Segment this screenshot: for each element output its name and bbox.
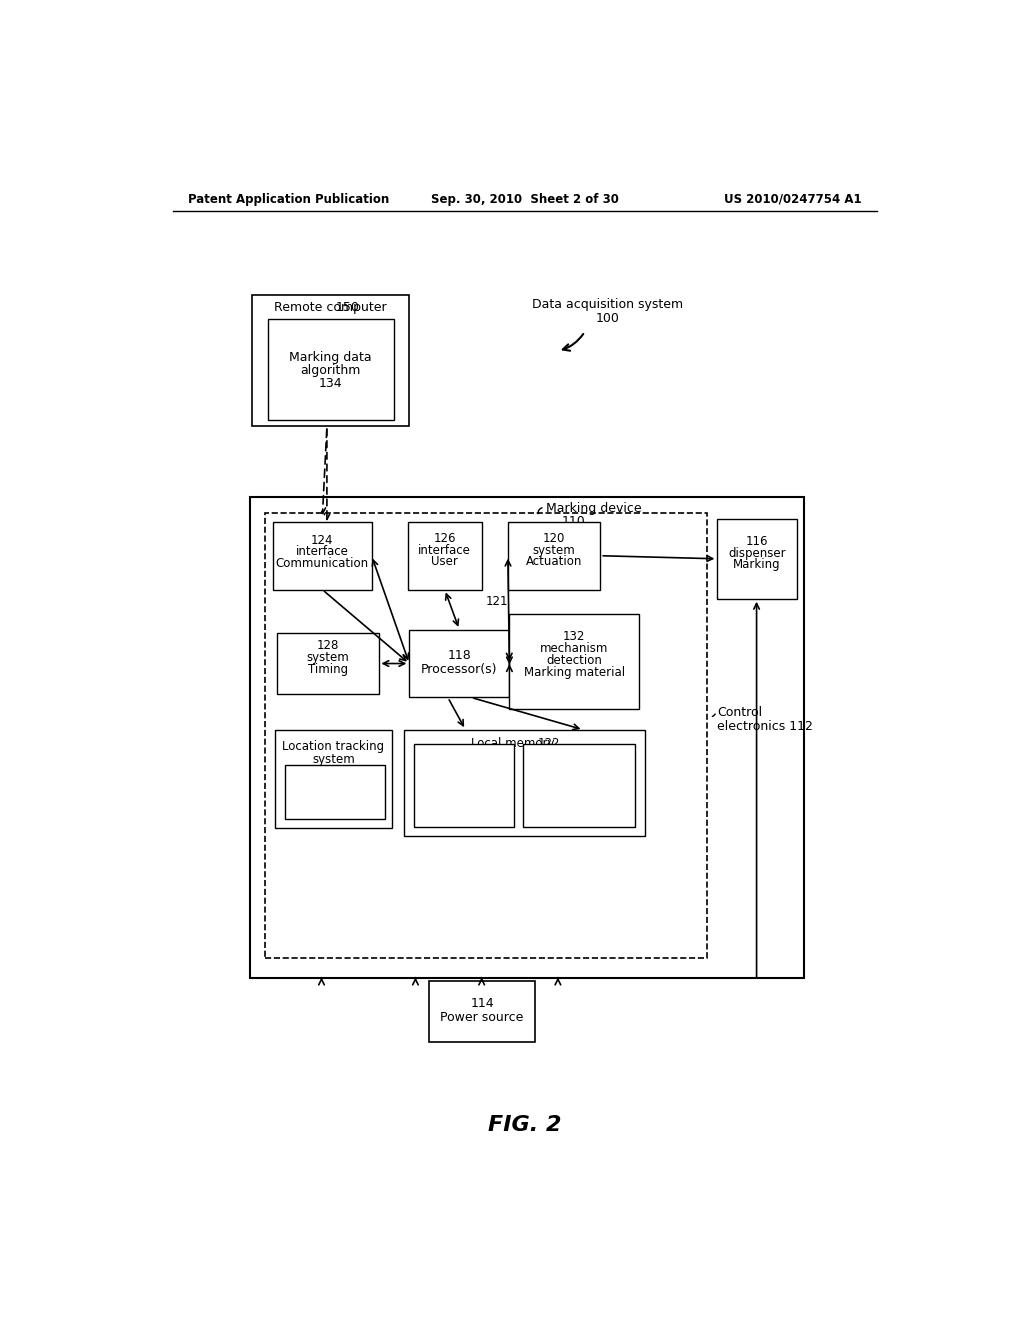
Text: Sep. 30, 2010  Sheet 2 of 30: Sep. 30, 2010 Sheet 2 of 30 — [431, 193, 618, 206]
Text: Marking device: Marking device — [547, 502, 642, 515]
Text: Marking material: Marking material — [523, 665, 625, 678]
Text: Local memory: Local memory — [471, 737, 555, 750]
Text: 110: 110 — [562, 515, 586, 528]
Text: Error correction: Error correction — [291, 795, 378, 805]
Text: Timing: Timing — [307, 663, 348, 676]
Text: record: record — [445, 772, 483, 785]
Bar — [429, 981, 535, 1043]
Bar — [276, 634, 379, 693]
Text: Remote computer: Remote computer — [274, 301, 387, 314]
Text: Communication: Communication — [275, 557, 369, 570]
Text: User: User — [431, 556, 458, 569]
Bar — [250, 498, 804, 978]
Text: 124: 124 — [311, 533, 334, 546]
Text: electronics 112: electronics 112 — [717, 721, 813, 733]
Text: 118: 118 — [447, 649, 471, 663]
Bar — [265, 512, 707, 958]
Text: dispenser: dispenser — [728, 546, 785, 560]
Bar — [285, 766, 385, 818]
Text: mechanism: mechanism — [540, 642, 608, 655]
Bar — [523, 743, 635, 826]
Text: system: system — [312, 752, 355, 766]
Text: 116: 116 — [745, 536, 768, 548]
Text: 134: 134 — [568, 760, 590, 774]
Bar — [508, 521, 600, 590]
Bar — [408, 521, 481, 590]
Text: 126: 126 — [433, 532, 456, 545]
Text: 128: 128 — [316, 639, 339, 652]
Text: Data acquisition system: Data acquisition system — [532, 298, 684, 312]
Text: interface: interface — [418, 544, 471, 557]
Text: system: system — [306, 651, 349, 664]
Text: detection: detection — [546, 653, 602, 667]
Text: 114: 114 — [470, 998, 494, 1010]
Text: Power source: Power source — [440, 1011, 523, 1024]
Bar — [274, 730, 392, 829]
Text: US 2010/0247754 A1: US 2010/0247754 A1 — [724, 193, 862, 206]
Text: Control: Control — [717, 706, 763, 719]
Text: Patent Application Publication: Patent Application Publication — [188, 193, 389, 206]
Text: algorithm: algorithm — [301, 364, 360, 378]
Text: Marking: Marking — [733, 558, 780, 572]
Text: Electronic: Electronic — [435, 785, 494, 797]
Text: 150: 150 — [336, 301, 359, 314]
Bar — [509, 614, 639, 709]
Text: interface: interface — [296, 545, 349, 558]
Text: FIG. 2: FIG. 2 — [488, 1115, 561, 1135]
Bar — [273, 521, 372, 590]
Text: 130: 130 — [323, 764, 345, 777]
Bar — [403, 730, 645, 836]
Bar — [414, 743, 514, 826]
Text: Processor(s): Processor(s) — [421, 663, 498, 676]
Bar — [717, 519, 797, 599]
Bar — [252, 296, 410, 426]
Text: Marking data: Marking data — [290, 351, 372, 364]
Bar — [410, 630, 509, 697]
Text: Location tracking: Location tracking — [283, 741, 385, 754]
Bar — [267, 318, 394, 420]
Text: 135: 135 — [453, 760, 475, 774]
Text: algorithm: algorithm — [550, 772, 608, 785]
Text: Marking data: Marking data — [540, 785, 618, 797]
Text: system: system — [532, 544, 575, 557]
Text: 131: 131 — [325, 772, 345, 781]
Text: Actuation: Actuation — [526, 556, 583, 569]
Text: 134: 134 — [318, 376, 343, 389]
Text: 100: 100 — [596, 312, 620, 325]
Text: 120: 120 — [543, 532, 565, 545]
Text: 132: 132 — [563, 631, 586, 643]
Text: 121: 121 — [485, 594, 508, 607]
Text: 122: 122 — [538, 737, 560, 750]
Text: component: component — [303, 783, 367, 793]
